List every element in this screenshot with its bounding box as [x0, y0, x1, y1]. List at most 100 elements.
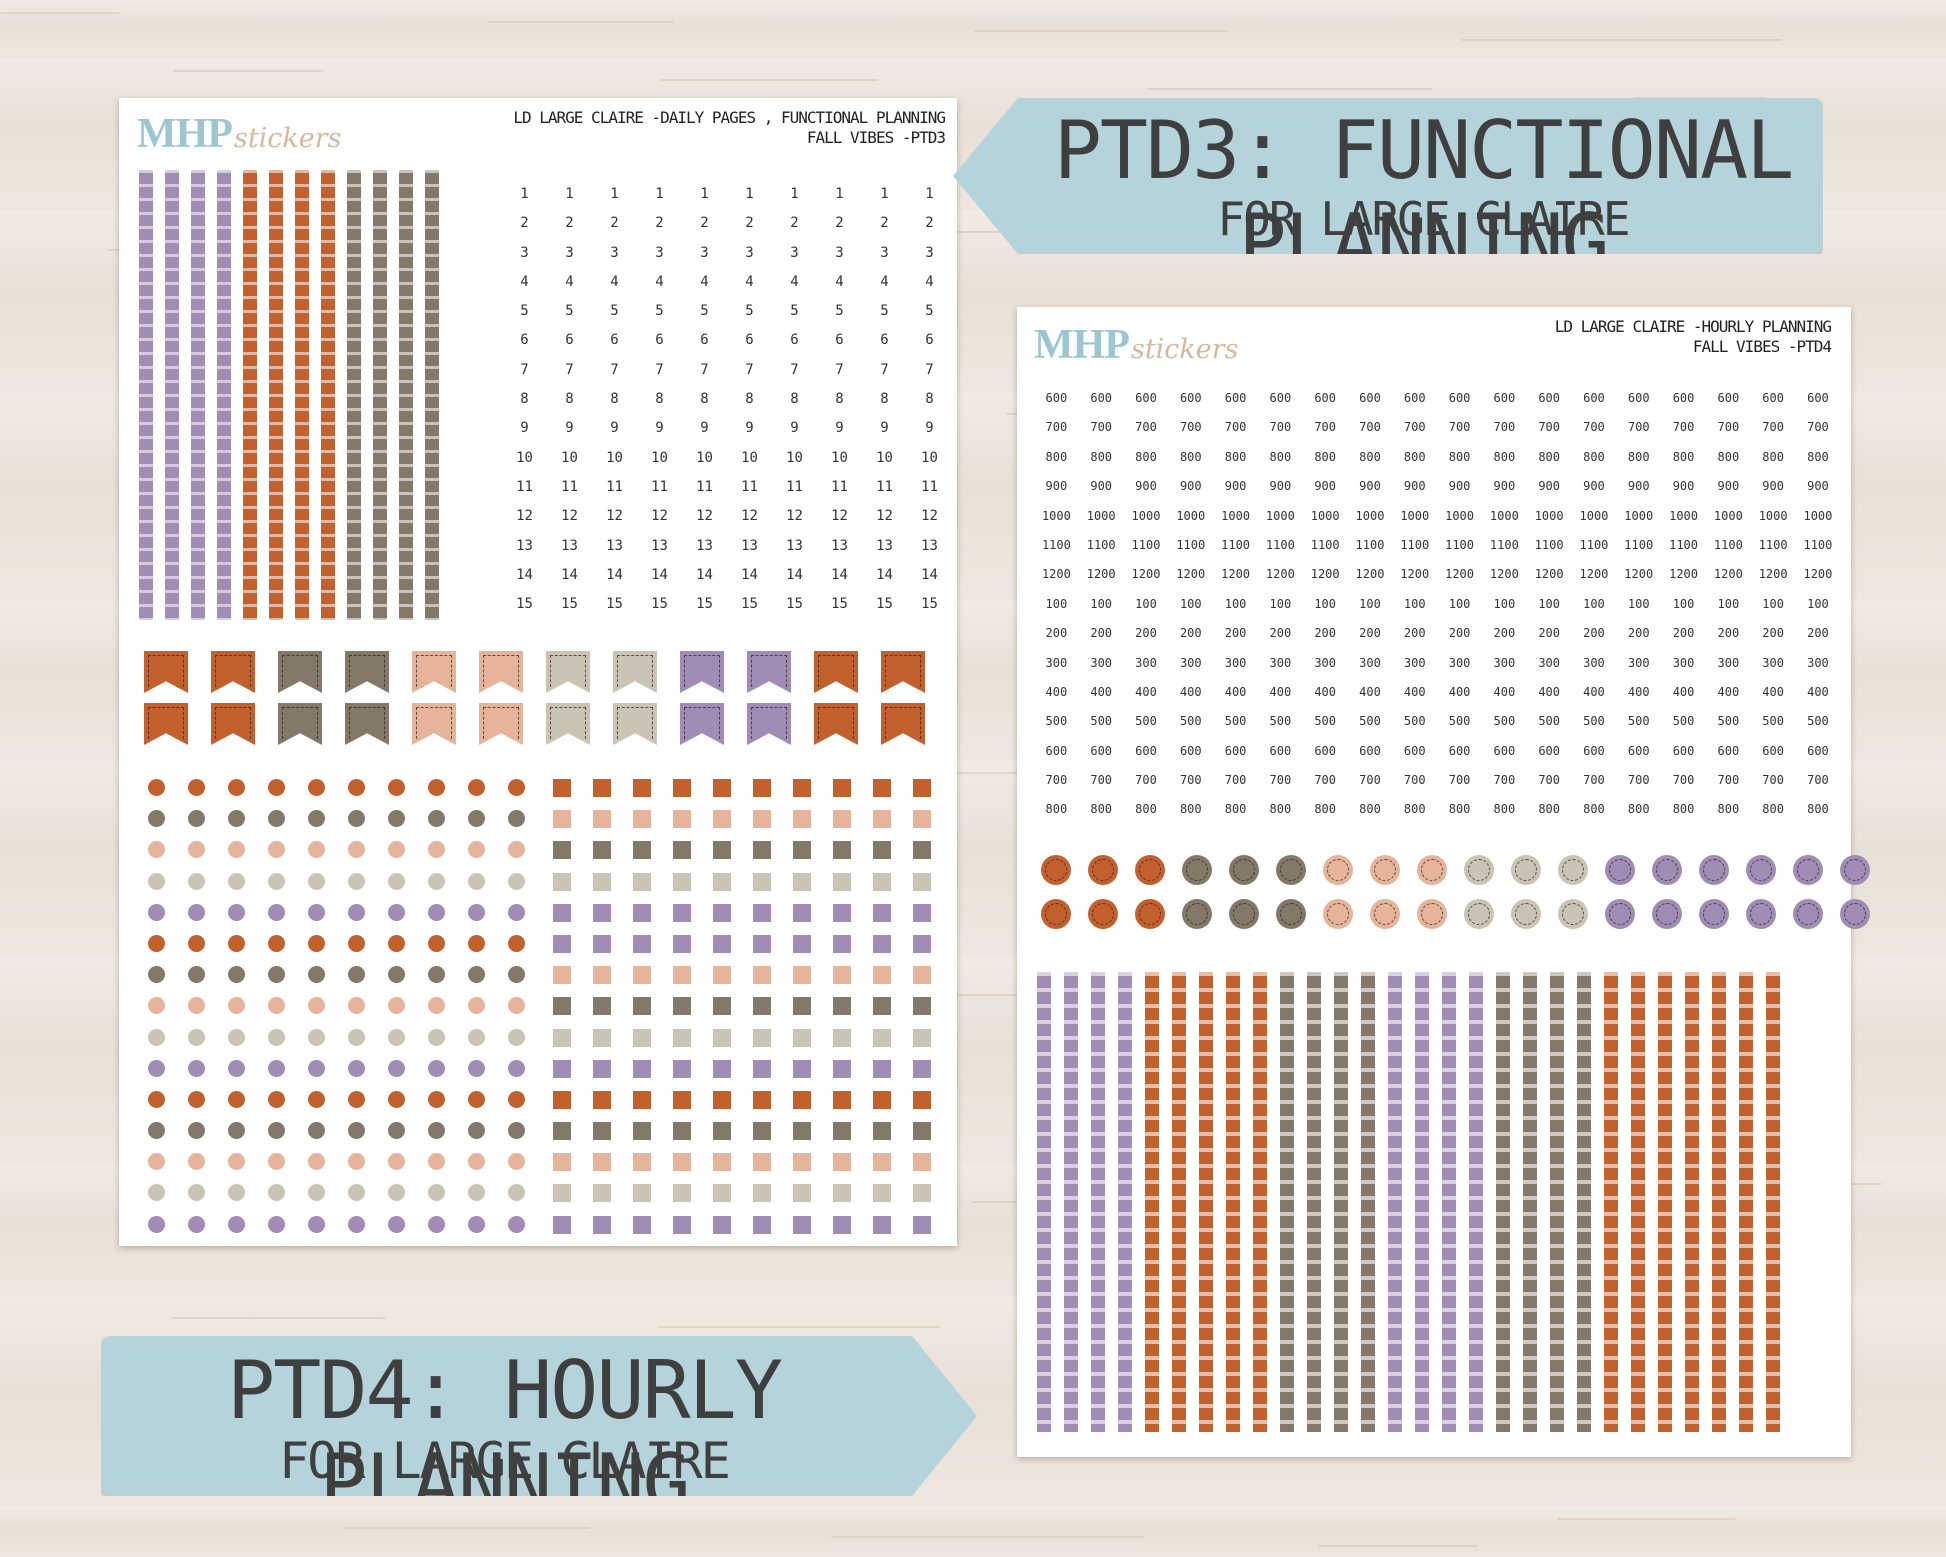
date-number: 9 — [925, 420, 934, 437]
square-sticker — [753, 779, 771, 797]
date-number: 6 — [745, 332, 754, 349]
hour-number: 900 — [1762, 479, 1784, 494]
date-number: 4 — [880, 273, 889, 290]
hour-number: 800 — [1269, 802, 1292, 817]
square-sticker — [913, 1153, 931, 1172]
date-number: 11 — [786, 478, 803, 495]
hour-number: 600 — [1448, 391, 1471, 405]
hour-number: 500 — [1090, 714, 1113, 729]
dot-sticker — [308, 810, 325, 828]
dot-sticker — [308, 1090, 325, 1108]
date-number: 11 — [651, 478, 668, 495]
dot-sticker — [348, 1153, 365, 1171]
square-sticker — [553, 810, 571, 829]
date-number: 11 — [696, 478, 713, 495]
hour-number: 800 — [1179, 802, 1202, 817]
date-number: 8 — [880, 391, 889, 408]
square-sticker — [913, 810, 931, 829]
hour-number: 200 — [1717, 626, 1740, 641]
hour-number: 600 — [1090, 743, 1113, 758]
date-number: 4 — [655, 273, 664, 290]
flag-sticker — [680, 703, 724, 745]
hour-number: 500 — [1717, 714, 1740, 729]
hour-number: 1200 — [1624, 567, 1654, 582]
washi-stripe — [1631, 972, 1645, 1432]
hour-number: 600 — [1583, 391, 1605, 405]
square-sticker — [873, 810, 891, 829]
square-sticker — [873, 1028, 891, 1047]
dot-sticker — [468, 1153, 485, 1171]
hour-number: 600 — [1403, 391, 1426, 405]
dot-sticker — [428, 903, 445, 921]
square-sticker — [673, 1153, 691, 1172]
washi-stripe — [1199, 972, 1213, 1432]
square-sticker — [633, 1090, 651, 1109]
date-number: 11 — [876, 478, 893, 495]
date-number: 7 — [565, 361, 574, 378]
dot-sticker — [148, 903, 165, 921]
square-sticker — [553, 1122, 571, 1141]
hour-number: 100 — [1583, 596, 1605, 611]
date-number: 6 — [700, 332, 709, 349]
hour-number: 800 — [1717, 802, 1740, 817]
hour-number: 1000 — [1758, 508, 1788, 523]
hour-number: 800 — [1538, 802, 1560, 817]
dot-sticker — [388, 1122, 405, 1140]
date-number: 5 — [565, 303, 574, 320]
date-number: 1 — [925, 186, 934, 202]
washi-stripe — [1037, 972, 1051, 1432]
square-sticker — [673, 934, 691, 953]
hour-number: 600 — [1224, 743, 1247, 758]
hour-number: 300 — [1448, 655, 1471, 670]
dot-sticker — [468, 903, 485, 921]
hour-number: 1000 — [1221, 508, 1251, 523]
sheet-title-line2: FALL VIBES -PTD4 — [1692, 337, 1832, 356]
wood-grain — [660, 79, 878, 81]
date-number: 13 — [561, 537, 578, 554]
square-sticker — [673, 1028, 691, 1047]
dot-sticker — [388, 1059, 405, 1077]
hour-number: 1000 — [1579, 508, 1609, 523]
square-sticker — [633, 903, 651, 922]
square-sticker — [753, 1215, 771, 1234]
dot-sticker — [508, 1090, 525, 1108]
date-number: 15 — [651, 596, 668, 613]
sheet-title: LD LARGE CLAIRE -HOURLY PLANNING FALL VI… — [1331, 317, 1832, 357]
square-sticker — [633, 1184, 651, 1203]
circle-sticker — [1276, 855, 1306, 885]
washi-stripe — [295, 170, 309, 620]
circle-sticker — [1699, 899, 1729, 929]
square-sticker — [673, 1215, 691, 1234]
square-sticker — [713, 1215, 731, 1234]
washi-stripe — [1739, 972, 1753, 1432]
square-sticker — [913, 997, 931, 1016]
hour-number: 400 — [1493, 684, 1516, 699]
square-sticker — [793, 934, 811, 953]
dot-sticker — [268, 1215, 285, 1233]
date-number: 4 — [835, 273, 844, 290]
dot-sticker — [308, 1215, 325, 1233]
date-number: 11 — [921, 478, 938, 495]
flag-sticker — [345, 651, 389, 693]
hour-number: 700 — [1807, 420, 1829, 435]
hour-number: 600 — [1538, 743, 1560, 758]
dot-sticker — [388, 779, 405, 796]
square-sticker — [753, 997, 771, 1016]
square-sticker — [793, 779, 811, 797]
dot-sticker — [188, 1090, 205, 1108]
hour-number: 100 — [1493, 596, 1516, 611]
date-number: 8 — [925, 391, 934, 408]
dot-sticker — [468, 872, 485, 890]
dot-sticker — [148, 997, 165, 1015]
hour-number: 500 — [1135, 714, 1157, 729]
circle-sticker — [1746, 855, 1776, 885]
wood-grain — [0, 12, 120, 14]
date-number: 8 — [655, 391, 664, 408]
hour-number: 700 — [1090, 420, 1113, 435]
mhp-stickers-logo: MHP stickers — [1034, 321, 1239, 369]
dot-sticker — [388, 841, 405, 859]
dot-sticker — [188, 779, 205, 796]
dot-sticker — [428, 966, 445, 984]
flag-sticker — [144, 651, 188, 693]
hour-number: 1000 — [1265, 508, 1295, 523]
